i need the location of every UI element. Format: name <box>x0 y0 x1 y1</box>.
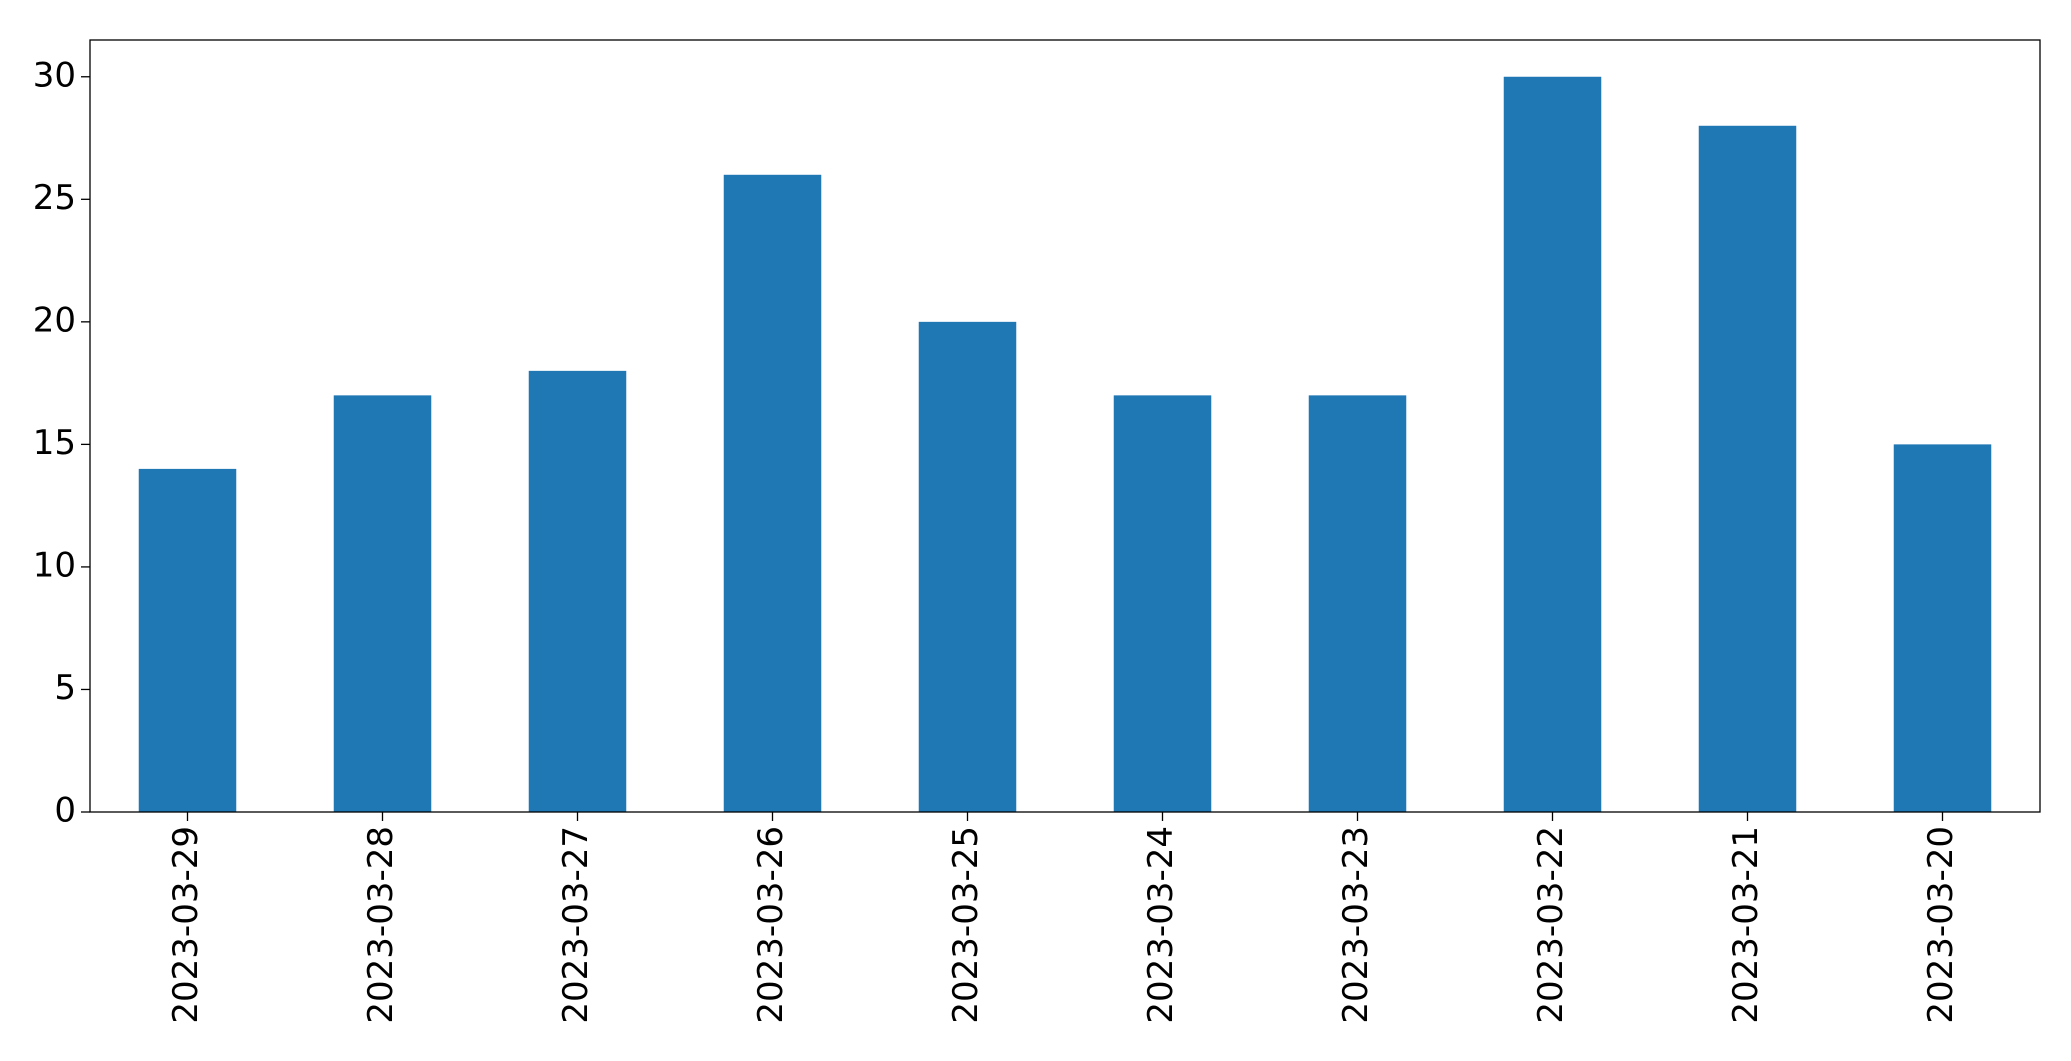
y-tick-label: 10 <box>33 545 76 585</box>
bar <box>1893 444 1992 812</box>
x-tick-label: 2023-03-21 <box>1726 826 1766 1024</box>
bar <box>528 370 627 812</box>
bar <box>1503 76 1602 812</box>
x-tick-label: 2023-03-22 <box>1531 826 1571 1024</box>
x-tick-label: 2023-03-25 <box>946 826 986 1024</box>
bar <box>138 468 237 812</box>
bar <box>723 174 822 813</box>
y-tick-label: 30 <box>33 55 76 95</box>
x-tick-label: 2023-03-29 <box>166 826 206 1024</box>
y-tick-label: 15 <box>33 423 76 463</box>
x-tick-label: 2023-03-28 <box>361 826 401 1024</box>
bar <box>333 395 432 812</box>
y-tick-label: 0 <box>54 791 76 831</box>
x-tick-label: 2023-03-26 <box>751 826 791 1024</box>
x-tick-label: 2023-03-27 <box>556 826 596 1024</box>
plot-frame <box>89 39 2041 813</box>
y-tick-label: 20 <box>33 300 76 340</box>
x-tick-label: 2023-03-20 <box>1921 826 1961 1024</box>
y-tick-label: 5 <box>54 668 76 708</box>
bar <box>1698 125 1797 813</box>
x-tick-label: 2023-03-24 <box>1141 826 1181 1024</box>
x-tick-label: 2023-03-23 <box>1336 826 1376 1024</box>
bar <box>918 321 1017 812</box>
bar <box>1308 395 1407 812</box>
y-tick-label: 25 <box>33 178 76 218</box>
bar <box>1113 395 1212 812</box>
